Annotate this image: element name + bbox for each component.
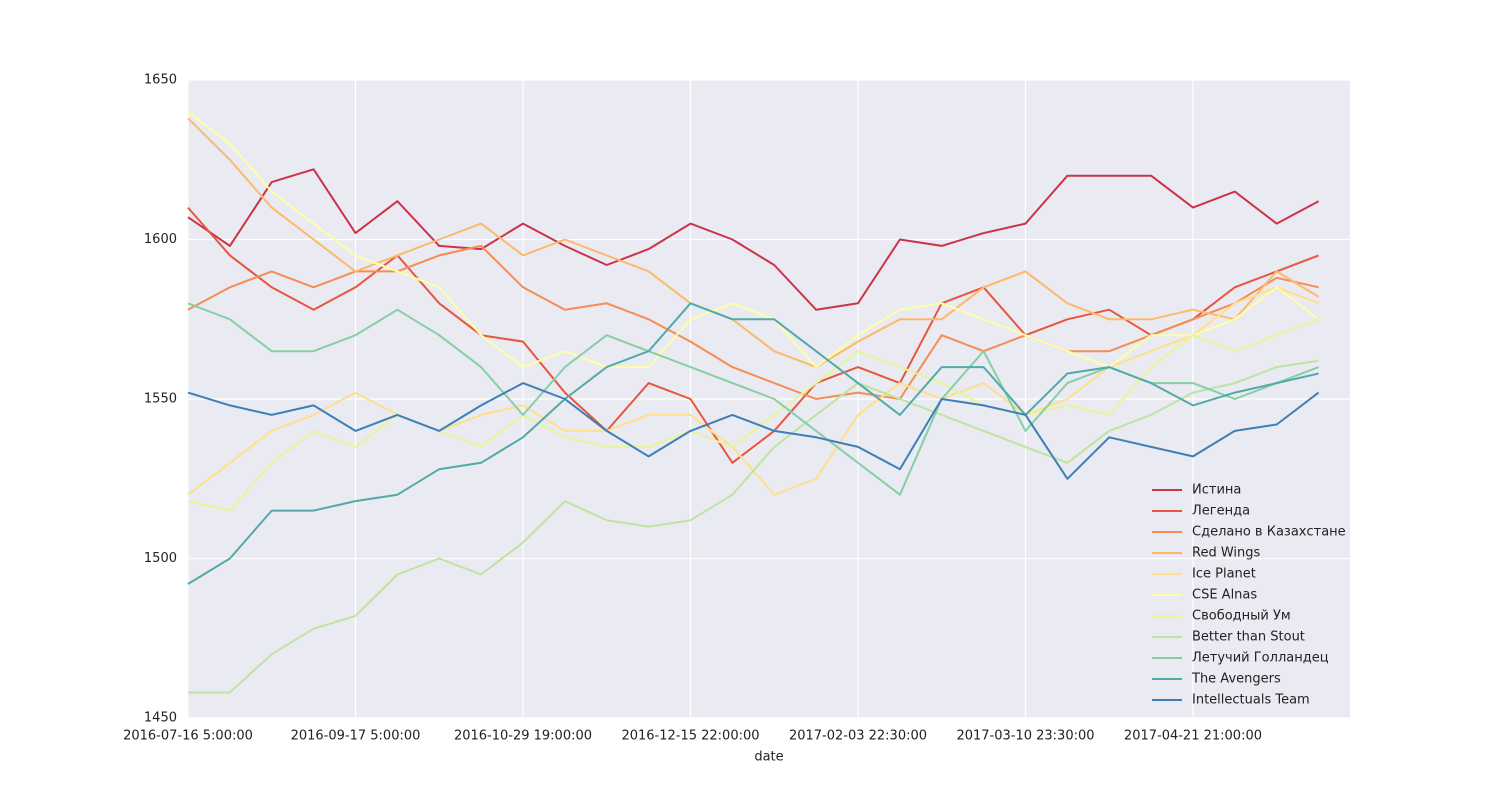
legend: Истина Легенда Сделано в Казахстане Red Win… bbox=[1152, 483, 1346, 708]
x-tick-label: 2016-10-29 19:00:00 bbox=[454, 729, 592, 744]
series-line bbox=[188, 359, 1319, 694]
x-axis-label: date bbox=[754, 750, 783, 765]
series-line bbox=[187, 244, 1319, 400]
legend-label: Red Wings bbox=[1192, 546, 1261, 561]
x-tick-label: 2017-04-21 21:00:00 bbox=[1124, 729, 1262, 744]
x-tick-label: 2016-09-17 5:00:00 bbox=[291, 729, 421, 744]
legend-label: Сделано в Казахстане bbox=[1192, 525, 1346, 540]
lines bbox=[187, 111, 1320, 694]
series-line bbox=[187, 302, 1319, 585]
legend-label: The Avengers bbox=[1191, 672, 1281, 687]
legend-label: Intellectuals Team bbox=[1192, 693, 1310, 708]
legend-label: Легенда bbox=[1192, 504, 1250, 519]
y-tick-label: 1450 bbox=[144, 711, 177, 726]
legend-label: Свободный Ум bbox=[1192, 609, 1291, 624]
legend-label: CSE Alnas bbox=[1192, 588, 1257, 603]
legend-label: Летучий Голландец bbox=[1192, 651, 1329, 666]
x-tick-label: 2017-02-03 22:30:00 bbox=[789, 729, 927, 744]
labels: 1450 1500 1550 1600 1650 2016-07-16 5:00:00 20… bbox=[123, 73, 1262, 744]
x-tick-label: 2017-03-10 23:30:00 bbox=[956, 729, 1094, 744]
y-tick-label: 1550 bbox=[144, 392, 177, 407]
series-line bbox=[187, 382, 1320, 480]
series-line bbox=[187, 318, 1319, 512]
series-line bbox=[187, 168, 1320, 311]
y-tick-label: 1650 bbox=[144, 73, 177, 88]
x-tick-label: 2016-07-16 5:00:00 bbox=[123, 729, 253, 744]
x-tick-label: 2016-12-15 22:00:00 bbox=[621, 729, 759, 744]
legend-label: Истина bbox=[1192, 483, 1241, 498]
y-tick-label: 1600 bbox=[144, 232, 177, 247]
legend-label: Better than Stout bbox=[1192, 630, 1305, 645]
series-line bbox=[187, 111, 1320, 369]
y-tick-label: 1500 bbox=[144, 551, 177, 566]
legend-label: Ice Planet bbox=[1192, 567, 1256, 582]
grid bbox=[187, 79, 1350, 719]
